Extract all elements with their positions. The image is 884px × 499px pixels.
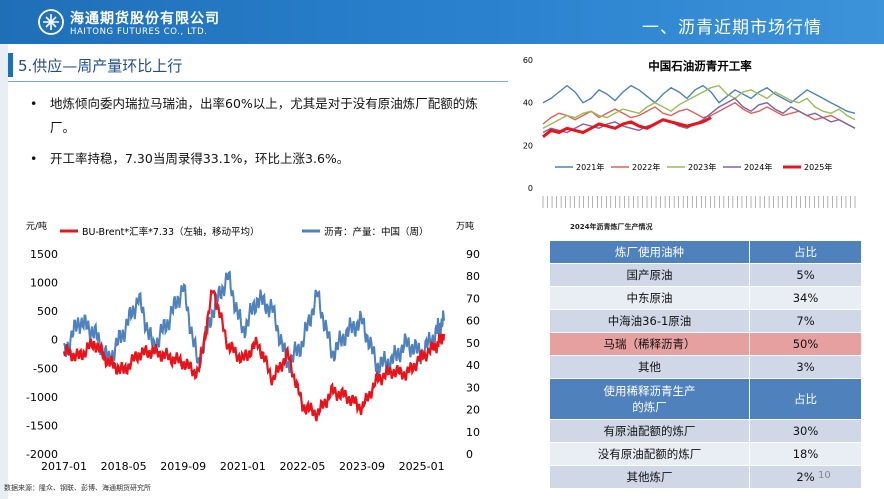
row-label: 马瑞（稀释沥青）: [549, 332, 750, 356]
table-row: 马瑞（稀释沥青） 50%: [549, 332, 862, 356]
table-row: 其他炼厂 2%: [549, 465, 862, 489]
row-label: 国产原油: [549, 263, 750, 287]
y-right-tick-label: 30: [466, 381, 480, 394]
table-caption: 2024年沥青炼厂生产情况: [570, 223, 653, 231]
y-left-tick-label: -1000: [26, 391, 58, 404]
y-tick-label: 60: [523, 56, 533, 65]
table-row: 炼厂使用油种 占比: [549, 240, 862, 264]
row-label: 其他炼厂: [549, 465, 750, 489]
row-label: 炼厂使用油种: [549, 240, 750, 264]
table-row: 有原油配额的炼厂 30%: [549, 419, 862, 443]
row-value: 18%: [749, 442, 862, 466]
slide-subtitle: 5.供应—周产量环比上行: [18, 57, 183, 75]
row-value: 30%: [749, 419, 862, 443]
legend-label: 2024年: [744, 162, 772, 172]
output-series-line: [63, 270, 445, 377]
y-right-tick-label: 0: [466, 448, 473, 461]
subtitle-divider: [8, 81, 508, 82]
x-tick-label: 2022-05: [279, 460, 325, 473]
y-left-tick-label: -500: [33, 362, 58, 375]
table-row: 没有原油配额的炼厂 18%: [549, 442, 862, 466]
x-tick-label: 2018-05: [101, 460, 147, 473]
y-left-tick-label: 1500: [30, 248, 58, 261]
row-label: 使用稀释沥青生产 的炼厂: [549, 378, 750, 420]
row-value: 占比: [749, 240, 862, 264]
x-tick-label: 2021-01: [220, 460, 266, 473]
row-label: 有原油配额的炼厂: [549, 419, 750, 443]
section-title: 一、沥青近期市场行情: [642, 18, 822, 38]
legend-label: 2022年: [632, 162, 660, 172]
legend-label: 2023年: [688, 162, 716, 172]
bullet-text: 地炼倾向委内瑞拉马瑞油，出率60%以上，尤其是对于没有原油炼厂配额的炼厂。: [50, 96, 478, 135]
y-right-tick-label: 70: [466, 292, 480, 305]
page-number: 10: [818, 470, 831, 481]
y-left-tick-label: 1000: [30, 277, 58, 290]
row-label: 没有原油配额的炼厂: [549, 442, 750, 466]
row-value: 2%: [749, 465, 862, 489]
row-value: 7%: [749, 309, 862, 333]
x-tick-label: 2023-09: [339, 460, 385, 473]
y-tick-label: 40: [523, 99, 533, 108]
chart-title: 中国石油沥青开工率: [648, 59, 752, 73]
table-row: 中海油36-1原油 7%: [549, 309, 862, 333]
table-row: 国产原油 5%: [549, 263, 862, 287]
y-right-tick-label: 80: [466, 270, 480, 283]
row-label: 中东原油: [549, 286, 750, 310]
y-right-tick-label: 10: [466, 426, 480, 439]
table-row: 中东原油 34%: [549, 286, 862, 310]
series-line: [542, 116, 712, 138]
data-source: 数据来源：隆众、钢联、彭博、海通期货研究所: [4, 484, 151, 492]
left-axis-unit: 元/吨: [26, 220, 47, 232]
legend-label: BU-Brent*汇率*7.33（左轴，移动平均）: [82, 226, 260, 238]
bullet-text: 开工率持稳，7.30当周录得33.1%，环比上涨3.6%。: [50, 151, 350, 166]
series-line: [542, 84, 856, 114]
subtitle-marker: [8, 53, 13, 77]
right-axis-unit: 万吨: [456, 220, 474, 232]
row-value: 5%: [749, 263, 862, 287]
y-right-tick-label: 20: [466, 404, 480, 417]
y-right-tick-label: 90: [466, 248, 480, 261]
legend-label: 2021年: [576, 162, 604, 172]
y-left-tick-label: -2000: [26, 448, 58, 461]
x-tick-label: 2019-09: [160, 460, 206, 473]
company-name-en: HAITONG FUTURES CO., LTD.: [70, 27, 208, 37]
legend-label: 沥青：产量：中国（周）: [324, 226, 429, 238]
y-left-tick-label: 0: [51, 334, 58, 347]
table-row: 其他 3%: [549, 355, 862, 379]
row-value: 34%: [749, 286, 862, 310]
company-name-cn: 海通期货股份有限公司: [70, 11, 220, 27]
spread-series-line: [62, 289, 446, 422]
bullet-dot: •: [30, 96, 38, 111]
y-tick-label: 20: [523, 141, 533, 150]
x-tick-label: 2025-01: [399, 460, 445, 473]
bullet-point: • 开工率持稳，7.30当周录得33.1%，环比上涨3.6%。: [30, 147, 485, 171]
legend-label: 2025年: [804, 162, 832, 172]
series-line: [542, 84, 856, 129]
left-rule: [0, 44, 8, 499]
x-tick-label: 2017-01: [41, 460, 87, 473]
row-label: 中海油36-1原油: [549, 309, 750, 333]
y-left-tick-label: -1500: [26, 419, 58, 432]
bullet-dot: •: [30, 151, 38, 166]
y-tick-label: 0: [528, 184, 533, 193]
operating-rate-chart: 中国石油沥青开工率 60 40 20 0 2021年 2022年 2023年 2024年 2025…: [523, 56, 856, 208]
haitong-logo-icon: [38, 9, 64, 35]
spread-output-chart: 元/吨 万吨 BU-Brent*汇率*7.33（左轴，移动平均） 沥青：产量：中国（周…: [26, 220, 480, 473]
table-row: 使用稀释沥青生产 的炼厂 占比: [549, 378, 862, 420]
y-left-tick-label: 500: [37, 305, 58, 318]
header-bar: 海通期货股份有限公司 HAITONG FUTURES CO., LTD. 一、沥…: [0, 0, 884, 44]
row-value: 3%: [749, 355, 862, 379]
refinery-table: 炼厂使用油种 占比 国产原油 5% 中东原油 34% 中海油36-1原油 7% 马瑞（稀释沥青）…: [549, 240, 862, 489]
row-label: 其他: [549, 355, 750, 379]
row-value: 50%: [749, 332, 862, 356]
row-value: 占比: [749, 378, 862, 420]
bullet-point: • 地炼倾向委内瑞拉马瑞油，出率60%以上，尤其是对于没有原油炼厂配额的炼厂。: [30, 92, 485, 140]
y-right-tick-label: 40: [466, 359, 480, 372]
y-right-tick-label: 50: [466, 337, 480, 350]
y-right-tick-label: 60: [466, 315, 480, 328]
